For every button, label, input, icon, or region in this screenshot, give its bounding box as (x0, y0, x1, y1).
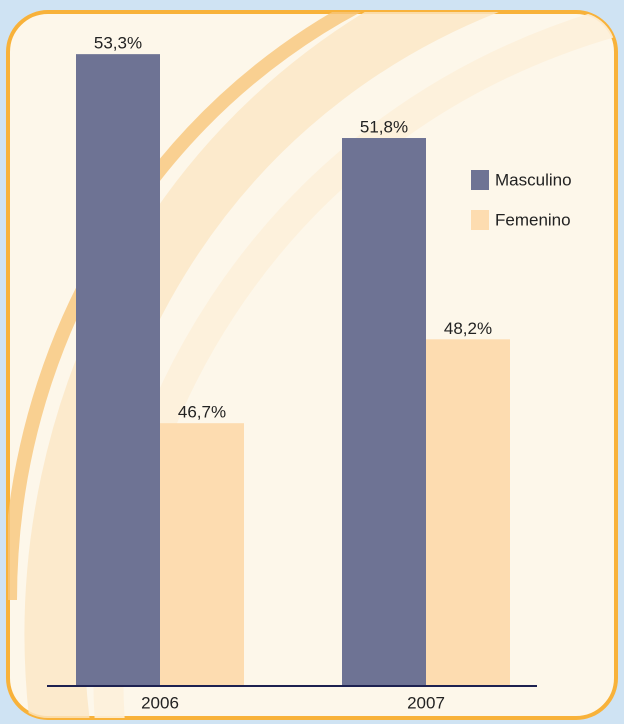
value-label: 51,8% (360, 118, 408, 137)
chart: 2006 53,3% 46,7% 2007 51,8% 48,2% Masculino Fem… (0, 0, 624, 724)
value-label: 48,2% (444, 319, 492, 338)
x-tick-label: 2006 (141, 693, 179, 712)
value-label: 46,7% (178, 403, 226, 422)
bar (426, 339, 510, 686)
x-tick-label: 2007 (407, 693, 445, 712)
value-label: 53,3% (94, 34, 142, 53)
bar (160, 423, 244, 686)
bar (342, 138, 426, 686)
bar (76, 54, 160, 686)
legend-label: Masculino (495, 170, 572, 189)
legend-label: Femenino (495, 210, 571, 229)
page: {"chart_data": {"type": "bar", "categori… (0, 0, 624, 724)
legend-swatch (471, 170, 489, 190)
legend-swatch (471, 210, 489, 230)
